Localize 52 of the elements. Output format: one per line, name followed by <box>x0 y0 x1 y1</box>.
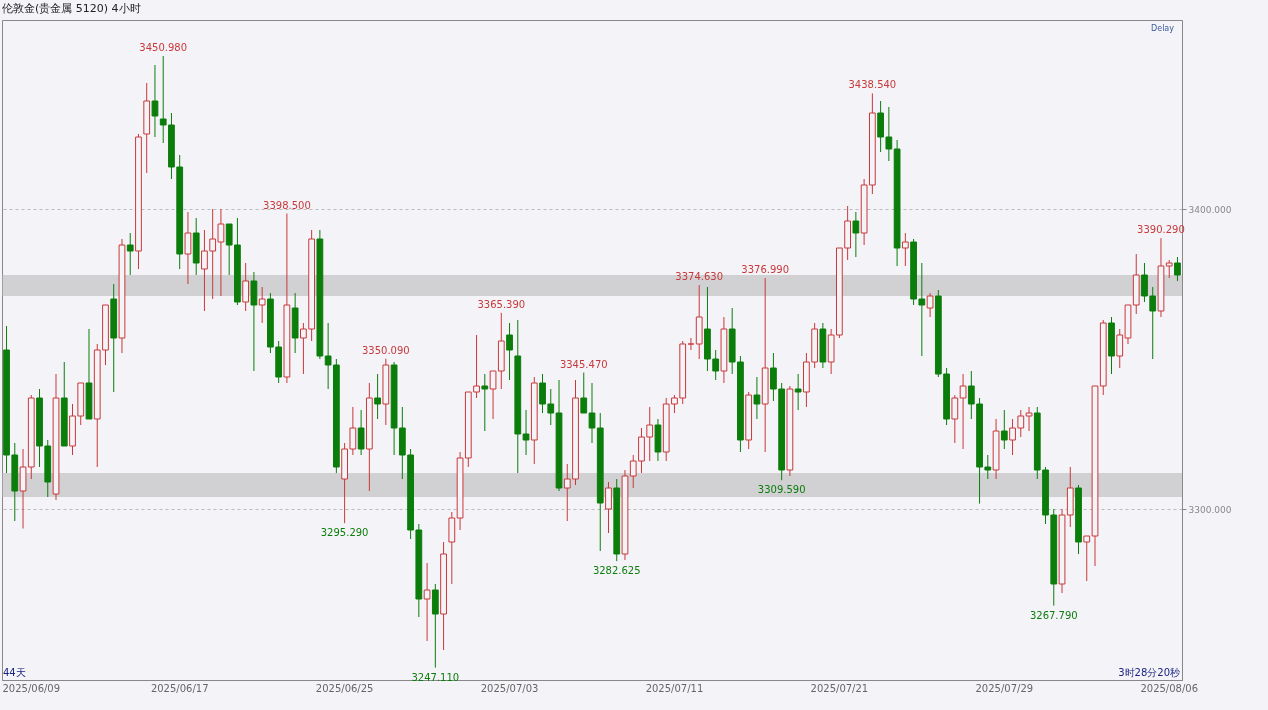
chart-title: 伦敦金(贵金属 5120) 4小时 <box>1 2 141 15</box>
annotation: 3时28分20秒 <box>1118 667 1180 678</box>
x-tick-label: 2025/06/17 <box>150 682 209 694</box>
candlestick <box>951 394 959 444</box>
candlestick <box>258 286 266 324</box>
candlestick <box>423 562 431 642</box>
annotation: 3267.790 <box>1029 609 1078 621</box>
candlestick <box>926 292 934 318</box>
x-tick-label: 2025/08/06 <box>1140 682 1199 694</box>
candlestick <box>687 337 695 351</box>
annotation: 3365.390 <box>477 298 526 310</box>
candlestick <box>374 373 381 420</box>
candlestick <box>357 409 365 456</box>
candlestick <box>1000 409 1008 450</box>
annotation: 3398.500 <box>263 199 311 211</box>
annotation: 3450.980 <box>139 42 188 54</box>
annotation: Delay <box>1151 24 1175 33</box>
candlestick <box>151 64 159 138</box>
x-tick-label: 2025/07/29 <box>975 682 1034 694</box>
annotation: 3282.625 <box>592 565 641 577</box>
x-tick-label: 2025/06/25 <box>315 682 374 694</box>
annotation: 3247.110 <box>411 671 460 683</box>
annotation: 44天 <box>3 667 26 678</box>
annotation: 3350.090 <box>361 344 410 356</box>
x-tick-label: 2025/07/03 <box>480 682 539 694</box>
candlestick <box>242 262 250 312</box>
annotation: 3438.540 <box>848 79 897 91</box>
x-tick-label: 2025/07/21 <box>810 682 869 694</box>
y-tick-label: 3400.000 <box>1188 204 1232 215</box>
annotation: 3295.290 <box>320 527 369 539</box>
candlestick <box>959 373 967 450</box>
candlestick <box>753 376 761 420</box>
candlestick <box>1025 406 1033 432</box>
candlestick <box>901 232 909 267</box>
annotation: 3376.990 <box>741 264 790 276</box>
candlestick <box>184 211 192 285</box>
candlestick <box>506 322 513 381</box>
y-tick-label: 3300.000 <box>1188 504 1232 515</box>
annotation: 3309.590 <box>757 484 806 496</box>
x-tick-label: 2025/06/09 <box>2 682 61 694</box>
candlestick <box>481 373 489 432</box>
candlestick <box>852 211 860 258</box>
candlestick <box>126 232 134 276</box>
annotation: 3345.470 <box>559 358 608 370</box>
candlestick <box>1174 256 1181 282</box>
candlestick <box>431 583 439 669</box>
candlestick <box>794 373 802 411</box>
candlestick <box>250 271 258 372</box>
annotation: 3374.630 <box>675 271 724 283</box>
candlestick <box>448 511 456 585</box>
candlestick <box>605 481 612 534</box>
x-tick-label: 2025/07/11 <box>645 682 704 694</box>
